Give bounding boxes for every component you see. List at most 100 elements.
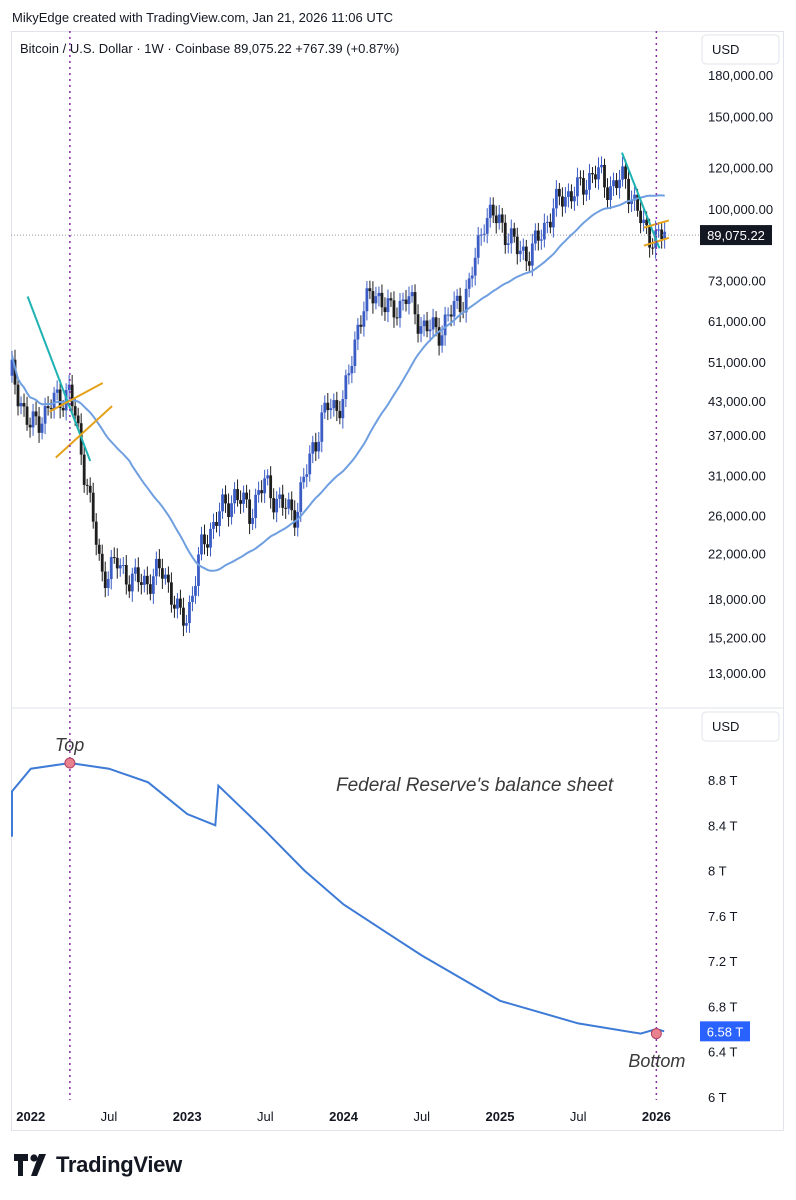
- candle: [148, 584, 152, 594]
- candle: [621, 166, 624, 180]
- candle: [467, 278, 471, 289]
- candle: [215, 522, 218, 526]
- candle: [627, 178, 630, 204]
- candle: [389, 298, 393, 301]
- candle: [311, 442, 315, 454]
- axes-layer: Bitcoin / U.S. Dollar · 1W · Coinbase 89…: [11, 34, 784, 1124]
- price-currency-button-box[interactable]: [701, 34, 780, 65]
- brand-logo[interactable]: TradingView: [14, 1152, 182, 1178]
- candle: [542, 222, 546, 240]
- candle: [473, 257, 477, 276]
- candle: [73, 406, 77, 416]
- candle: [536, 230, 540, 241]
- candle: [293, 510, 297, 528]
- candle: [76, 415, 80, 424]
- candle: [124, 565, 128, 585]
- fed-current-label: 6.58 T: [707, 1024, 744, 1039]
- candle: [37, 416, 41, 433]
- candle: [579, 177, 582, 179]
- candle: [49, 408, 53, 410]
- x-axis-label: 2023: [173, 1109, 202, 1124]
- orange-channel-lower: [55, 405, 113, 459]
- price-currency-button-label: USD: [712, 42, 739, 57]
- candle: [609, 186, 612, 200]
- price-tick-label: 15,200.00: [708, 630, 766, 645]
- candle: [121, 565, 125, 567]
- candle: [431, 317, 435, 330]
- candle: [458, 295, 462, 312]
- candle: [203, 534, 206, 545]
- moving-average-line: [11, 194, 665, 572]
- candle: [554, 188, 558, 209]
- x-axis-label: 2024: [329, 1109, 359, 1124]
- fed-tick-label: 8 T: [708, 864, 727, 879]
- candle: [603, 164, 606, 188]
- candle: [594, 174, 597, 180]
- candle: [386, 298, 390, 313]
- x-axis-label: Jul: [570, 1109, 587, 1124]
- candle: [392, 300, 396, 318]
- candle: [160, 568, 164, 579]
- candle: [194, 585, 197, 596]
- candle: [302, 476, 306, 483]
- candle: [13, 359, 17, 385]
- candle: [416, 314, 420, 334]
- candle: [663, 231, 667, 240]
- price-tick-label: 61,000.00: [708, 314, 766, 329]
- fed-legend: Federal Reserve's balance sheet: [336, 775, 614, 796]
- candle: [16, 384, 20, 407]
- x-axis-label: 2025: [486, 1109, 515, 1124]
- candle: [588, 173, 591, 190]
- fed-currency-button-box[interactable]: [701, 711, 780, 742]
- candle: [518, 250, 522, 255]
- candle: [347, 373, 351, 376]
- candle: [630, 200, 633, 204]
- candle: [521, 246, 525, 251]
- candle: [236, 489, 239, 501]
- current-price-badge: [700, 225, 772, 246]
- candle: [564, 197, 567, 207]
- candle: [422, 320, 426, 327]
- candle: [314, 442, 318, 452]
- candle: [530, 243, 534, 266]
- candle: [413, 292, 417, 315]
- candle: [97, 544, 101, 554]
- candle: [157, 558, 161, 569]
- fed-tick-label: 7.6 T: [708, 909, 737, 924]
- candle: [91, 492, 95, 522]
- candle: [512, 228, 516, 237]
- candle: [645, 219, 649, 226]
- candle: [533, 230, 537, 244]
- candle: [497, 214, 501, 224]
- candle: [70, 384, 74, 407]
- candle: [182, 607, 185, 626]
- candle: [506, 243, 510, 245]
- candle: [585, 189, 588, 195]
- candle: [179, 598, 182, 608]
- candle: [332, 400, 336, 409]
- top-annotation: Top: [55, 735, 84, 755]
- candle: [428, 329, 432, 332]
- candle: [440, 335, 444, 346]
- candle: [341, 399, 345, 419]
- candle: [606, 187, 609, 200]
- chart-credit: MikyEdge created with TradingView.com, J…: [12, 10, 394, 25]
- candle: [380, 292, 384, 308]
- fed-currency-button[interactable]: USD: [701, 711, 780, 742]
- candle: [648, 225, 652, 248]
- candle: [209, 528, 212, 548]
- candle: [245, 492, 248, 500]
- candle: [136, 567, 140, 583]
- fed-tick-label: 7.2 T: [708, 954, 737, 969]
- candle: [133, 567, 137, 574]
- candle: [269, 475, 273, 499]
- candle: [539, 239, 543, 241]
- price-tick-label: 150,000.00: [708, 109, 773, 124]
- price-tick-label: 13,000.00: [708, 666, 766, 681]
- price-currency-button[interactable]: USD: [701, 34, 780, 65]
- candle: [509, 228, 513, 244]
- candle: [320, 412, 324, 442]
- candle: [257, 490, 261, 495]
- price-tick-label: 51,000.00: [708, 355, 766, 370]
